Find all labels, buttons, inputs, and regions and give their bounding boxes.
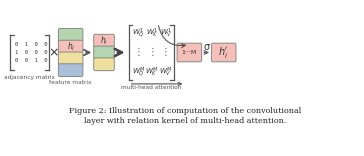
Text: ×: × bbox=[49, 46, 59, 59]
FancyArrowPatch shape bbox=[158, 26, 185, 48]
Text: σ: σ bbox=[203, 41, 210, 51]
Text: multi-head attention: multi-head attention bbox=[121, 85, 181, 90]
Text: 0  1  0  0: 0 1 0 0 bbox=[15, 42, 47, 47]
FancyBboxPatch shape bbox=[94, 46, 114, 59]
FancyBboxPatch shape bbox=[58, 52, 83, 65]
Text: Figure 2: Illustration of computation of the convolutional: Figure 2: Illustration of computation of… bbox=[69, 107, 301, 115]
FancyBboxPatch shape bbox=[58, 40, 83, 53]
Text: $h_i'$: $h_i'$ bbox=[218, 45, 229, 60]
Text: $h_i$: $h_i$ bbox=[67, 40, 75, 53]
FancyBboxPatch shape bbox=[211, 43, 236, 62]
Text: $h_i$: $h_i$ bbox=[100, 34, 108, 47]
Text: layer with relation kernel of multi-head attention.: layer with relation kernel of multi-head… bbox=[84, 117, 286, 125]
FancyBboxPatch shape bbox=[94, 34, 114, 47]
Text: adjacency matrix: adjacency matrix bbox=[4, 75, 55, 80]
Text: 1  0  0  0: 1 0 0 0 bbox=[15, 50, 47, 55]
Text: $W_Q^1$: $W_Q^1$ bbox=[132, 26, 145, 40]
Text: 1⋅⋅⋅M: 1⋅⋅⋅M bbox=[182, 50, 197, 55]
Text: $W_V^M$: $W_V^M$ bbox=[159, 66, 173, 79]
Text: $W_K^1$: $W_K^1$ bbox=[146, 26, 158, 39]
FancyBboxPatch shape bbox=[58, 64, 83, 77]
Text: $W_V^1$: $W_V^1$ bbox=[159, 26, 172, 39]
FancyBboxPatch shape bbox=[58, 28, 83, 41]
FancyBboxPatch shape bbox=[94, 58, 114, 71]
Text: feature matrix: feature matrix bbox=[50, 80, 92, 85]
Text: ⋮: ⋮ bbox=[161, 47, 171, 58]
Text: $W_K^M$: $W_K^M$ bbox=[145, 66, 159, 79]
Text: ⋮: ⋮ bbox=[147, 47, 157, 58]
Text: $W_Q^M$: $W_Q^M$ bbox=[132, 65, 145, 79]
Text: ⋮: ⋮ bbox=[134, 47, 143, 58]
FancyBboxPatch shape bbox=[177, 43, 202, 62]
Text: 0  0  1  0: 0 0 1 0 bbox=[15, 58, 47, 63]
